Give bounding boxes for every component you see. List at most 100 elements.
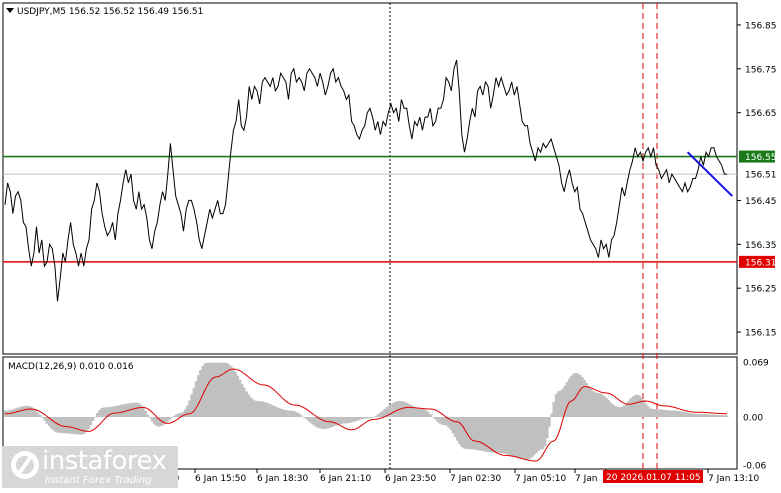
macd-header: MACD(12,26,9) 0.010 0.016 <box>8 362 134 372</box>
macd-histogram-bar <box>335 417 338 426</box>
macd-histogram-bar <box>596 393 600 417</box>
macd-histogram-bar <box>548 417 551 427</box>
watermark-tagline: Instant Forex Trading <box>45 475 152 486</box>
macd-histogram-bar <box>265 402 268 417</box>
macd-histogram-bar <box>488 417 492 453</box>
macd-histogram-bar <box>280 409 284 417</box>
macd-histogram-bar <box>137 403 141 417</box>
macd-histogram-bar <box>559 390 562 417</box>
macd-histogram-bar <box>142 407 145 417</box>
level-tag-support: 156.31 <box>745 258 777 268</box>
macd-histogram-bar <box>649 408 652 417</box>
macd-histogram-bar <box>414 407 417 417</box>
macd-histogram-bar <box>348 417 352 423</box>
macd-histogram-bar <box>504 417 507 454</box>
macd-histogram-bar <box>552 402 556 417</box>
level-tag-bg-support <box>739 255 775 268</box>
macd-histogram-bar <box>197 375 200 417</box>
macd-histogram-bar <box>513 417 516 457</box>
macd-histogram-bar <box>262 401 266 417</box>
time-axis-label: 6 Jan 21:10 <box>320 474 372 484</box>
macd-histogram-bar <box>541 417 545 449</box>
macd-histogram-bar <box>526 417 529 460</box>
macd-histogram-bar <box>179 413 183 417</box>
macd-histogram-bar <box>416 408 420 417</box>
macd-histogram-bar <box>477 417 481 451</box>
macd-histogram-bar <box>539 417 542 450</box>
macd-histogram-bar <box>530 417 534 458</box>
macd-histogram-bar <box>376 414 380 417</box>
macd-histogram-bar <box>225 363 229 417</box>
macd-histogram-bar <box>247 394 251 417</box>
macd-histogram-bar <box>297 413 301 417</box>
macd-histogram-bar <box>131 402 134 417</box>
macd-histogram-bar <box>550 413 553 417</box>
macd-histogram-bar <box>491 417 494 453</box>
macd-histogram-bar <box>45 417 49 424</box>
time-axis-label: 7 Jan 02:30 <box>450 474 502 484</box>
macd-histogram-bar <box>493 417 496 453</box>
macd-histogram-bar <box>207 362 211 417</box>
macd-histogram-bar <box>65 417 68 434</box>
macd-histogram-bar <box>682 411 685 417</box>
watermark-name: instaforex <box>42 446 167 476</box>
macd-histogram-bar <box>104 407 108 417</box>
macd-histogram-bar <box>657 409 661 417</box>
macd-histogram-bar <box>236 375 240 417</box>
macd-histogram-bar <box>633 395 637 417</box>
macd-histogram-bar <box>381 410 384 417</box>
macd-histogram-bar <box>723 415 727 417</box>
macd-histogram-bar <box>183 409 187 417</box>
macd-histogram-bar <box>671 410 674 417</box>
macd-histogram-bar <box>618 407 621 417</box>
macd-histogram-bar <box>567 378 571 417</box>
price-panel-frame <box>2 2 738 355</box>
macd-histogram-bar <box>438 417 442 424</box>
macd-histogram-bar <box>300 415 303 417</box>
time-axis-label: 7 Jan 13:10 <box>708 474 760 484</box>
macd-histogram-bar <box>451 417 455 434</box>
macd-histogram-bar <box>276 407 279 417</box>
macd-histogram-bar <box>229 366 233 417</box>
macd-histogram-bar <box>52 417 55 431</box>
macd-histogram-bar <box>23 405 27 417</box>
macd-histogram-bar <box>240 383 244 417</box>
macd-histogram-bar <box>662 409 665 417</box>
macd-histogram-bar <box>218 362 222 417</box>
macd-histogram-bar <box>692 413 696 417</box>
macd-histogram-bar <box>273 406 277 417</box>
macd-histogram-bar <box>394 401 398 417</box>
macd-histogram-bar <box>317 417 321 429</box>
macd-histogram-bar <box>181 412 185 417</box>
macd-histogram-bar <box>251 399 255 417</box>
macd-histogram-bar <box>153 417 156 425</box>
macd-histogram-bar <box>164 417 167 424</box>
macd-histogram-bar <box>238 379 242 417</box>
trend-line <box>686 151 733 197</box>
macd-histogram-bar <box>304 417 308 419</box>
macd-histogram-bar <box>464 417 468 449</box>
macd-histogram-bar <box>25 405 29 417</box>
macd-histogram-bar <box>363 417 367 419</box>
macd-histogram-bar <box>120 404 123 417</box>
macd-histogram-bar <box>598 393 602 417</box>
price-axis-label: 156.35 <box>745 241 777 251</box>
macd-histogram-bar <box>146 414 150 417</box>
macd-histogram-bar <box>278 408 281 417</box>
macd-histogram-bar <box>100 408 104 417</box>
macd-histogram-bar <box>589 388 593 417</box>
macd-histogram-bar <box>616 407 619 417</box>
macd-histogram-bar <box>63 417 66 434</box>
macd-histogram-bar <box>605 397 608 417</box>
macd-histogram-bar <box>355 417 358 421</box>
macd-histogram-bar <box>172 415 176 417</box>
macd-histogram-bar <box>583 379 586 417</box>
time-axis-label: 6 Jan 23:50 <box>385 474 437 484</box>
macd-histogram-bar <box>611 404 615 417</box>
macd-histogram-bar <box>54 417 57 432</box>
macd-histogram-bar <box>155 417 158 427</box>
macd-histogram-bar <box>515 417 518 458</box>
macd-histogram-bar <box>706 414 709 417</box>
price-axis-label: 156.25 <box>745 285 777 295</box>
macd-histogram-bar <box>34 410 38 417</box>
